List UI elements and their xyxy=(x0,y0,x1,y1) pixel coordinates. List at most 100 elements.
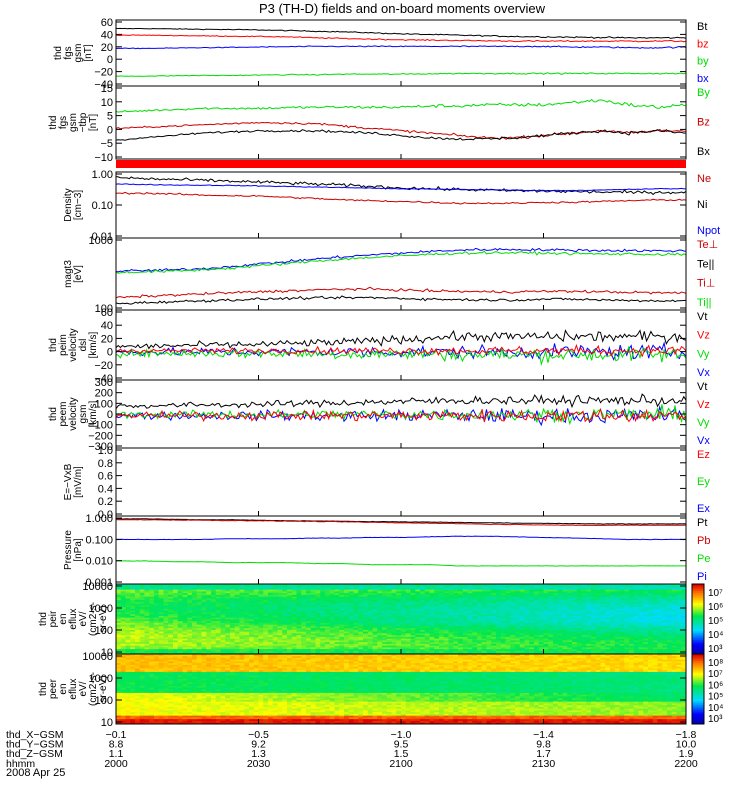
heatmap-cell xyxy=(538,636,544,639)
heatmap-cell xyxy=(287,612,293,615)
heatmap-cell xyxy=(348,605,354,608)
heatmap-cell xyxy=(315,612,321,615)
heatmap-cell xyxy=(648,627,654,630)
heatmap-cell xyxy=(158,636,164,639)
heatmap-cell xyxy=(477,584,483,587)
heatmap-cell xyxy=(652,648,658,651)
heatmap-cell xyxy=(567,619,573,622)
heatmap-cell xyxy=(671,601,677,604)
heatmap-cell xyxy=(125,605,131,608)
heatmap-cell xyxy=(548,599,554,602)
heatmap-cell xyxy=(310,624,316,627)
heatmap-cell xyxy=(363,585,369,588)
heatmap-cell xyxy=(638,592,644,595)
heatmap-cell xyxy=(372,648,378,651)
heatmap-cell xyxy=(515,606,521,609)
heatmap-cell xyxy=(306,606,312,609)
heatmap-cell xyxy=(225,617,231,620)
heatmap-cell xyxy=(614,608,620,611)
heatmap-cell xyxy=(595,643,601,646)
heatmap-cell xyxy=(633,643,639,646)
heatmap-cell xyxy=(363,641,369,644)
heatmap-cell xyxy=(453,643,459,646)
heatmap-cell xyxy=(524,608,530,611)
legend-entry: Vz xyxy=(697,330,710,342)
heatmap-cell xyxy=(211,606,217,609)
heatmap-cell xyxy=(648,592,654,595)
heatmap-cell xyxy=(182,650,188,653)
heatmap-cell xyxy=(196,648,202,651)
heatmap-cell xyxy=(363,627,369,630)
heatmap-cell xyxy=(377,584,383,587)
heatmap-cell xyxy=(372,617,378,620)
heatmap-cell xyxy=(610,631,616,634)
heatmap-cell xyxy=(230,622,236,625)
heatmap-cell xyxy=(648,624,654,627)
heatmap-cell xyxy=(648,648,654,651)
heatmap-cell xyxy=(173,585,179,588)
heatmap-cell xyxy=(244,610,250,613)
legend-entry: Pb xyxy=(697,535,710,547)
heatmap-cell xyxy=(301,594,307,597)
heatmap-cell xyxy=(496,606,502,609)
heatmap-cell xyxy=(272,587,278,590)
heatmap-cell xyxy=(220,640,226,643)
heatmap-cell xyxy=(519,629,525,632)
heatmap-cell xyxy=(386,626,392,629)
heatmap-cell xyxy=(239,641,245,644)
heatmap-cell xyxy=(405,629,411,632)
heatmap-cell xyxy=(633,592,639,595)
heatmap-cell xyxy=(496,610,502,613)
heatmap-cell xyxy=(287,652,293,655)
heatmap-cell xyxy=(648,645,654,648)
heatmap-cell xyxy=(667,589,673,592)
heatmap-cell xyxy=(382,631,388,634)
heatmap-cell xyxy=(448,634,454,637)
heatmap-cell xyxy=(116,641,122,644)
y-tick-label: 300 xyxy=(95,377,113,389)
heatmap-cell xyxy=(310,620,316,623)
heatmap-cell xyxy=(339,647,345,650)
heatmap-cell xyxy=(125,613,131,616)
heatmap-cell xyxy=(386,622,392,625)
heatmap-cell xyxy=(296,634,302,637)
heatmap-cell xyxy=(553,596,559,599)
heatmap-cell xyxy=(629,627,635,630)
series-line-ti|| xyxy=(115,250,687,274)
heatmap-cell xyxy=(462,601,468,604)
heatmap-cell xyxy=(239,643,245,646)
heatmap-cell xyxy=(363,622,369,625)
heatmap-cell xyxy=(201,619,207,622)
heatmap-cell xyxy=(177,645,183,648)
heatmap-cell xyxy=(244,650,250,653)
heatmap-cell xyxy=(524,612,530,615)
heatmap-cell xyxy=(439,617,445,620)
y-tick-label: −200 xyxy=(88,430,113,442)
heatmap-cell xyxy=(581,605,587,608)
heatmap-cell xyxy=(595,598,601,601)
heatmap-cell xyxy=(296,605,302,608)
heatmap-cell xyxy=(325,650,331,653)
heatmap-cell xyxy=(505,648,511,651)
heatmap-cell xyxy=(382,645,388,648)
heatmap-cell xyxy=(211,601,217,604)
heatmap-cell xyxy=(557,622,563,625)
heatmap-cell xyxy=(671,636,677,639)
heatmap-cell xyxy=(462,641,468,644)
heatmap-cell xyxy=(643,587,649,590)
heatmap-cell xyxy=(177,587,183,590)
heatmap-cell xyxy=(310,584,316,587)
heatmap-cell xyxy=(382,610,388,613)
heatmap-cell xyxy=(581,589,587,592)
heatmap-cell xyxy=(372,585,378,588)
heatmap-cell xyxy=(500,631,506,634)
heatmap-cell xyxy=(415,620,421,623)
heatmap-cell xyxy=(600,652,606,655)
legend-entry: Ti|| xyxy=(697,297,711,309)
heatmap-cell xyxy=(358,648,364,651)
heatmap-cell xyxy=(253,608,259,611)
heatmap-cell xyxy=(519,634,525,637)
heatmap-cell xyxy=(301,596,307,599)
heatmap-cell xyxy=(201,640,207,643)
heatmap-cell xyxy=(315,606,321,609)
